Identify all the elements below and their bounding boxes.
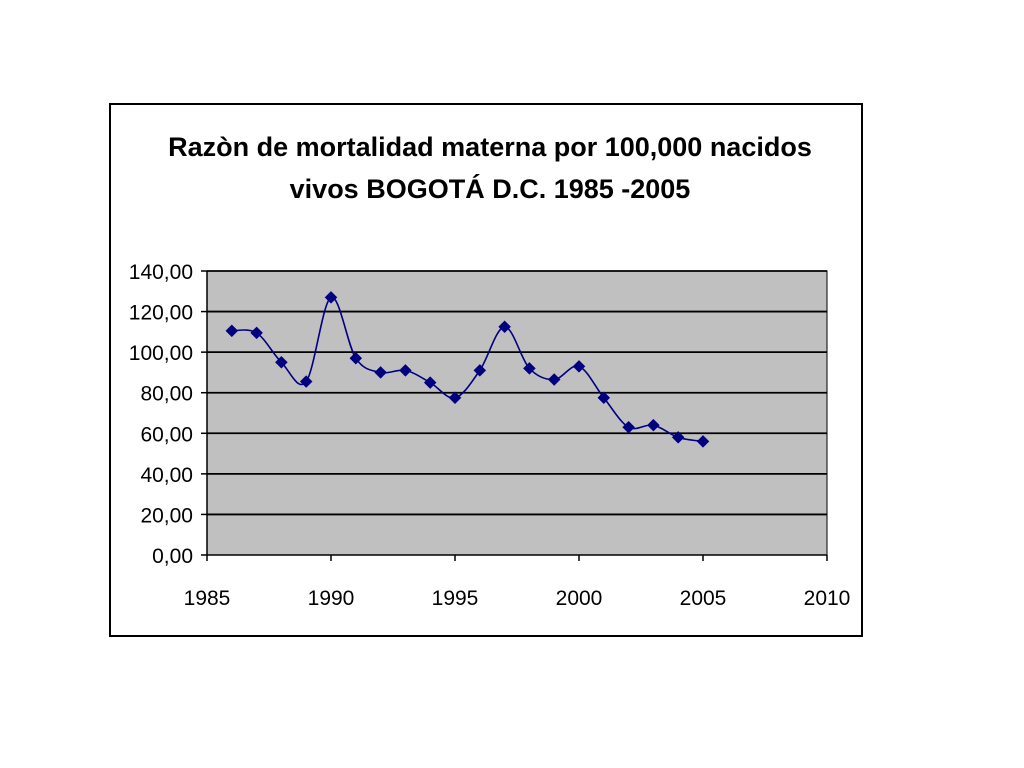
- x-tick-label: 1990: [308, 587, 355, 610]
- data-point-marker: [572, 359, 586, 373]
- data-point-marker: [225, 324, 239, 338]
- y-axis-tick-labels: 0,00 20,00 40,00 60,00 80,00 100,00 120,00 140,…: [129, 261, 193, 568]
- y-tick-label: 20,00: [140, 504, 193, 527]
- data-point-marker: [671, 430, 685, 444]
- x-tick-label: 2000: [556, 587, 603, 610]
- series: [225, 291, 710, 448]
- data-point-marker: [423, 376, 437, 389]
- y-tick-label: 60,00: [140, 423, 193, 446]
- x-tick-label: 2010: [804, 587, 851, 610]
- y-tick-label: 0,00: [152, 545, 193, 568]
- data-point-marker: [597, 391, 611, 405]
- data-point-marker: [647, 418, 660, 432]
- plot-area: [206, 270, 828, 556]
- y-tick-label: 100,00: [129, 342, 193, 365]
- line-chart: Razòn de mortalidad materna por 100,000 …: [129, 132, 851, 610]
- chart-title-line-1: Razòn de mortalidad materna por 100,000 …: [168, 132, 812, 162]
- x-tick-label: 1985: [184, 587, 231, 610]
- data-point-marker: [473, 364, 487, 377]
- y-tick-label: 80,00: [140, 383, 193, 406]
- x-tick-label: 1995: [432, 587, 479, 610]
- data-point-marker: [399, 364, 412, 377]
- y-tick-label: 40,00: [140, 464, 193, 487]
- gridlines: [207, 270, 827, 516]
- chart-title-line-2: vivos BOGOTÁ D.C. 1985 -2005: [290, 173, 691, 204]
- data-point-marker: [275, 355, 288, 369]
- data-point-marker: [498, 320, 511, 334]
- data-point-marker: [547, 373, 561, 386]
- data-point-marker: [349, 351, 363, 365]
- data-point-marker: [299, 375, 313, 388]
- data-point-marker: [374, 366, 387, 379]
- y-tick-label: 120,00: [129, 302, 193, 325]
- data-point-marker: [324, 291, 338, 304]
- data-point-marker: [523, 362, 536, 375]
- data-point-marker: [696, 435, 710, 448]
- y-tick-label: 140,00: [129, 261, 193, 284]
- chart-frame: Razòn de mortalidad materna por 100,000 …: [109, 103, 863, 637]
- x-tick-label: 2005: [680, 587, 727, 610]
- x-axis-tick-labels: 1985 1990 1995 2000 2005 2010: [184, 587, 851, 610]
- data-point-marker: [448, 391, 462, 405]
- data-point-marker: [250, 326, 263, 340]
- axes: [201, 270, 828, 561]
- data-point-marker: [622, 420, 635, 434]
